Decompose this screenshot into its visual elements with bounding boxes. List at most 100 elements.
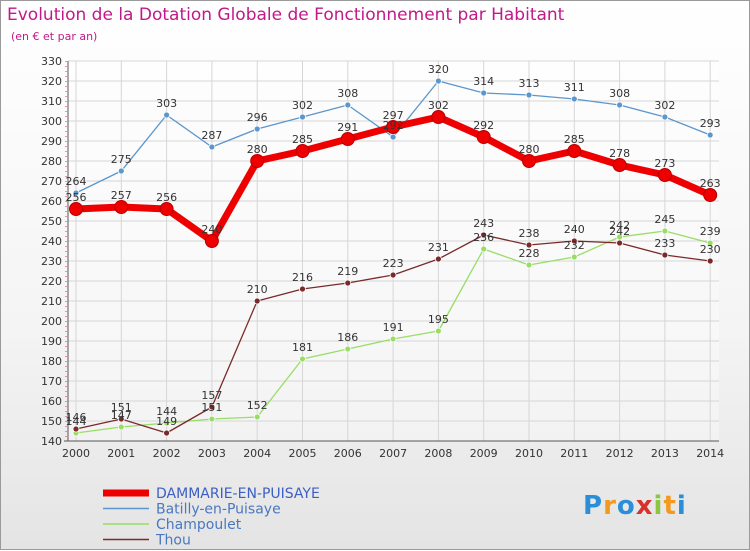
- data-label-dammarie-en-puisaye: 297: [383, 109, 404, 122]
- data-label-batilly-en-puisaye: 275: [111, 153, 132, 166]
- data-point-thou: [706, 257, 714, 265]
- data-label-thou: 223: [383, 257, 404, 270]
- chart-subtitle: (en € et par an): [11, 30, 98, 43]
- data-point-batilly-en-puisaye: [570, 95, 578, 103]
- data-label-batilly-en-puisaye: 313: [519, 77, 540, 90]
- y-tick-label: 240: [41, 235, 62, 248]
- data-point-dammarie-en-puisaye: [386, 120, 401, 134]
- data-label-thou: 146: [66, 411, 87, 424]
- data-point-dammarie-en-puisaye: [250, 154, 265, 168]
- data-label-champoulet: 147: [111, 409, 132, 422]
- data-point-champoulet: [480, 245, 488, 253]
- data-point-batilly-en-puisaye: [434, 77, 442, 85]
- y-tick-label: 160: [41, 395, 62, 408]
- data-point-champoulet: [163, 419, 171, 427]
- y-tick-label: 220: [41, 275, 62, 288]
- data-point-dammarie-en-puisaye: [69, 202, 83, 216]
- data-label-champoulet: 236: [473, 231, 494, 244]
- data-point-thou: [480, 231, 488, 239]
- x-tick-label: 2014: [696, 447, 724, 460]
- data-point-thou: [616, 239, 623, 247]
- data-label-batilly-en-puisaye: 303: [156, 97, 177, 110]
- data-label-champoulet: 151: [201, 401, 222, 414]
- data-label-thou: 243: [473, 217, 494, 230]
- data-label-dammarie-en-puisaye: 278: [609, 147, 630, 160]
- data-label-dammarie-en-puisaye: 285: [564, 133, 585, 146]
- y-tick-label: 290: [41, 135, 62, 148]
- data-point-batilly-en-puisaye: [117, 167, 125, 175]
- data-label-dammarie-en-puisaye: 302: [428, 99, 449, 112]
- data-point-champoulet: [208, 415, 216, 423]
- data-point-batilly-en-puisaye: [163, 111, 171, 119]
- data-point-champoulet: [299, 355, 306, 363]
- data-label-batilly-en-puisaye: 308: [609, 87, 630, 100]
- y-tick-label: 210: [41, 295, 62, 308]
- legend: DAMMARIE-EN-PUISAYEBatilly-en-PuisayeCha…: [103, 486, 320, 549]
- data-label-champoulet: 242: [609, 219, 630, 232]
- data-point-thou: [253, 297, 261, 305]
- data-label-thou: 242: [609, 225, 630, 238]
- data-point-thou: [72, 425, 80, 433]
- data-point-champoulet: [434, 327, 442, 335]
- logo-letter: i: [676, 491, 687, 521]
- data-label-dammarie-en-puisaye: 280: [519, 143, 540, 156]
- data-point-batilly-en-puisaye: [72, 189, 80, 197]
- data-label-thou: 157: [201, 389, 222, 402]
- logo-letter: r: [603, 491, 617, 521]
- x-tick-label: 2010: [515, 447, 543, 460]
- data-label-batilly-en-puisaye: 287: [201, 129, 222, 142]
- data-point-thou: [570, 237, 578, 245]
- data-label-batilly-en-puisaye: 320: [428, 63, 449, 76]
- data-point-batilly-en-puisaye: [344, 101, 352, 109]
- data-label-thou: 219: [337, 265, 358, 278]
- data-point-thou: [163, 429, 171, 437]
- data-label-thou: 151: [111, 401, 132, 414]
- y-tick-label: 300: [41, 115, 62, 128]
- data-label-batilly-en-puisaye: 264: [66, 175, 87, 188]
- data-point-champoulet: [117, 423, 125, 431]
- x-tick-label: 2002: [153, 447, 181, 460]
- data-point-thou: [299, 285, 306, 293]
- data-label-dammarie-en-puisaye: 256: [156, 191, 177, 204]
- data-label-batilly-en-puisaye: 296: [247, 111, 268, 124]
- y-tick-label: 330: [41, 55, 62, 68]
- legend-label: Champoulet: [156, 517, 242, 533]
- y-tick-label: 200: [41, 315, 62, 328]
- x-tick-label: 2009: [470, 447, 498, 460]
- y-tick-label: 140: [41, 435, 62, 448]
- data-label-champoulet: 232: [564, 239, 585, 252]
- data-point-dammarie-en-puisaye: [567, 144, 582, 158]
- x-tick-label: 2005: [289, 447, 317, 460]
- data-point-thou: [525, 241, 533, 249]
- y-tick-label: 310: [41, 95, 62, 108]
- data-label-dammarie-en-puisaye: 280: [247, 143, 268, 156]
- y-tick-label: 260: [41, 195, 62, 208]
- chart-title: Evolution de la Dotation Globale de Fonc…: [7, 5, 565, 25]
- data-point-dammarie-en-puisaye: [204, 234, 219, 248]
- data-label-champoulet: 152: [247, 399, 268, 412]
- data-label-dammarie-en-puisaye: 240: [201, 223, 222, 236]
- logo-letter: o: [616, 491, 636, 521]
- data-label-thou: 233: [654, 237, 675, 250]
- y-tick-label: 230: [41, 255, 62, 268]
- data-point-batilly-en-puisaye: [299, 113, 306, 121]
- x-tick-label: 2011: [560, 447, 588, 460]
- legend-label: Batilly-en-Puisaye: [156, 502, 281, 518]
- data-point-batilly-en-puisaye: [616, 101, 623, 109]
- data-point-dammarie-en-puisaye: [703, 188, 718, 202]
- x-tick-label: 2006: [334, 447, 362, 460]
- data-label-dammarie-en-puisaye: 292: [473, 119, 494, 132]
- data-label-thou: 240: [564, 223, 585, 236]
- data-label-thou: 210: [247, 283, 268, 296]
- data-point-batilly-en-puisaye: [253, 125, 261, 133]
- data-point-batilly-en-puisaye: [661, 113, 669, 121]
- data-label-dammarie-en-puisaye: 285: [292, 133, 313, 146]
- data-label-batilly-en-puisaye: 314: [473, 75, 494, 88]
- data-label-dammarie-en-puisaye: 257: [111, 189, 132, 202]
- data-point-champoulet: [525, 261, 533, 269]
- data-label-dammarie-en-puisaye: 263: [700, 177, 721, 190]
- data-label-thou: 216: [292, 271, 313, 284]
- data-point-dammarie-en-puisaye: [340, 132, 355, 146]
- data-point-batilly-en-puisaye: [389, 133, 397, 141]
